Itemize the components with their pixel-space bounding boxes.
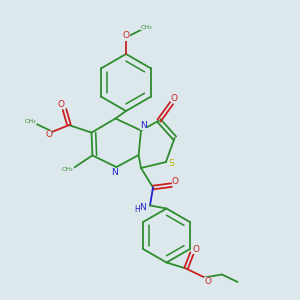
Text: O: O — [170, 94, 178, 103]
Text: H: H — [134, 206, 140, 214]
Text: O: O — [45, 130, 52, 139]
Text: S: S — [168, 159, 174, 168]
Text: O: O — [172, 177, 179, 186]
Text: N: N — [139, 202, 146, 211]
Text: CH₃: CH₃ — [62, 167, 74, 172]
Text: CH₃: CH₃ — [140, 25, 152, 30]
Text: O: O — [58, 100, 65, 109]
Text: O: O — [204, 277, 211, 286]
Text: N: N — [111, 168, 117, 177]
Text: O: O — [192, 245, 199, 254]
Text: CH₃: CH₃ — [25, 119, 37, 124]
Text: N: N — [140, 121, 147, 130]
Text: O: O — [122, 32, 130, 40]
